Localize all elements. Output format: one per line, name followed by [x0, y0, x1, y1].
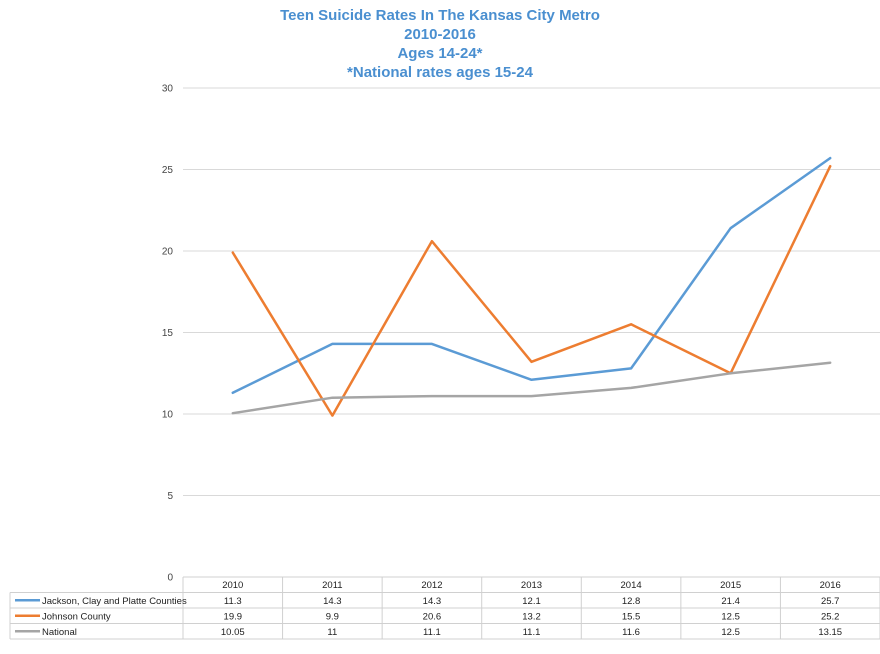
- chart-title: Teen Suicide Rates In The Kansas City Me…: [280, 7, 600, 81]
- legend-label: Jackson, Clay and Platte Counties: [42, 596, 187, 607]
- data-table-cell: 11.3: [224, 596, 242, 607]
- data-table-cell: 12.5: [721, 611, 740, 622]
- series-line-1: [231, 164, 832, 417]
- data-table-cell: 12.1: [522, 596, 541, 607]
- data-table-cell: 13.15: [818, 627, 842, 638]
- data-table-cell: 25.2: [821, 611, 840, 622]
- data-table-cell: 9.9: [326, 611, 339, 622]
- y-tick-label: 25: [162, 165, 174, 176]
- chart-title-line: Ages 14-24*: [397, 45, 482, 62]
- data-table-cell: 11.6: [622, 627, 640, 638]
- series-line-0: [231, 156, 832, 395]
- y-tick-label: 30: [162, 84, 174, 95]
- y-tick-label: 10: [162, 410, 174, 421]
- data-table-cell: 20.6: [423, 611, 442, 622]
- chart-title-line: 2010-2016: [404, 26, 476, 43]
- legend-label: National: [42, 627, 77, 638]
- y-axis: 0 5 10 15 20 25 30: [162, 84, 174, 584]
- data-table-cell: 11.1: [523, 627, 541, 638]
- chart-title-line: Teen Suicide Rates In The Kansas City Me…: [280, 7, 600, 24]
- data-table: 2010 2011 2012 2013 2014 2015 2016 Jackson, Cla…: [9, 576, 880, 640]
- data-table-cell: 15.5: [622, 611, 641, 622]
- data-table-cell: 12.8: [622, 596, 641, 607]
- data-table-cell: 19.9: [224, 611, 243, 622]
- data-table-cell: 10.05: [221, 627, 245, 638]
- y-tick-label: 15: [162, 328, 174, 339]
- y-tick-label: 0: [167, 573, 173, 584]
- data-table-cell: 25.7: [821, 596, 840, 607]
- data-table-cell: 11: [327, 627, 337, 638]
- x-tick-label: 2015: [720, 580, 741, 591]
- x-tick-label: 2016: [820, 580, 841, 591]
- data-table-cell: 14.3: [323, 596, 342, 607]
- x-tick-label: 2010: [222, 580, 243, 591]
- x-tick-label: 2011: [322, 580, 342, 591]
- y-tick-label: 5: [167, 491, 173, 502]
- data-table-cell: 14.3: [423, 596, 442, 607]
- x-tick-label: 2013: [521, 580, 542, 591]
- x-tick-label: 2012: [421, 580, 442, 591]
- data-table-cell: 21.4: [721, 596, 740, 607]
- legend-label: Johnson County: [42, 611, 111, 622]
- x-tick-label: 2014: [621, 580, 642, 591]
- y-tick-label: 20: [162, 247, 174, 258]
- data-table-cell: 13.2: [522, 611, 541, 622]
- data-table-cell: 12.5: [721, 627, 740, 638]
- data-table-cell: 11.1: [423, 627, 441, 638]
- series-line-2: [231, 361, 832, 415]
- gridlines: [183, 87, 880, 578]
- series-lines: [231, 156, 832, 417]
- chart-title-line: *National rates ages 15-24: [347, 64, 534, 81]
